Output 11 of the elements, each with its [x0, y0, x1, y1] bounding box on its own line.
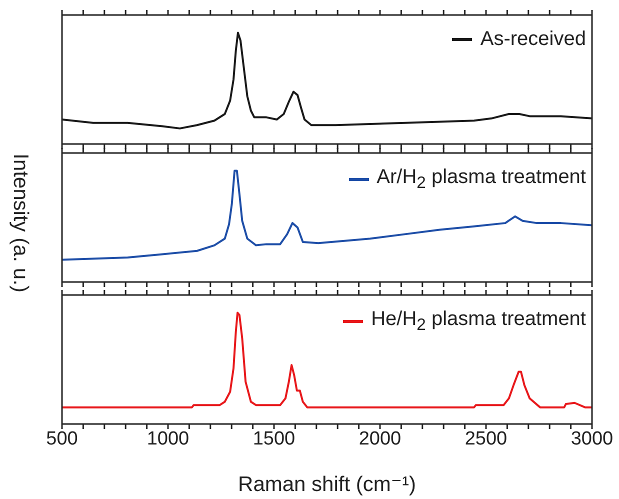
x-tick-label: 2500	[464, 428, 508, 450]
x-axis-title: Raman shift (cm⁻¹)	[237, 472, 417, 497]
legend-label: As-received	[480, 28, 586, 51]
y-axis-title: Intensity (a. u.)	[8, 154, 32, 292]
x-tick-label: 3000	[570, 428, 614, 450]
legend-label: Ar/H$_{2}$ plasma treatment	[376, 166, 586, 193]
x-tick-label: 2000	[358, 428, 402, 450]
x-tick-label: 1000	[146, 428, 190, 450]
x-tick-label: 1500	[252, 428, 296, 450]
legend-label: He/H$_{2}$ plasma treatment	[371, 308, 586, 335]
x-tick-label: 500	[46, 428, 78, 450]
